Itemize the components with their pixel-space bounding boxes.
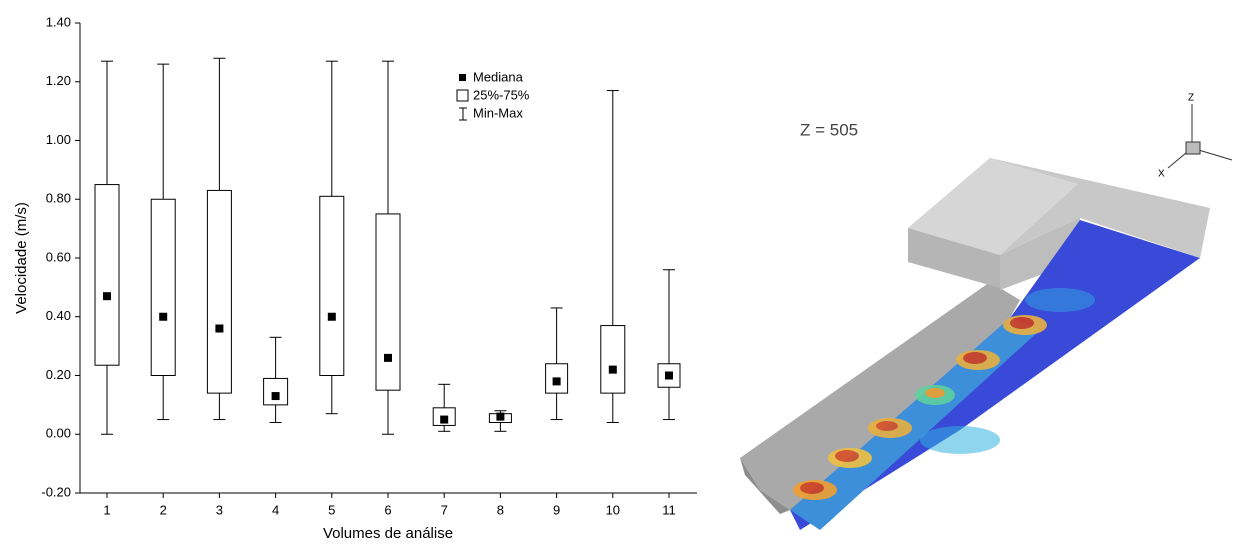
median [440, 416, 448, 424]
median [103, 292, 111, 300]
x-tick-label: 6 [384, 502, 391, 517]
box [151, 199, 175, 375]
x-tick-label: 7 [441, 502, 448, 517]
x-axis-label: Volumes de análise [323, 525, 453, 542]
legend-whisker-icon [459, 108, 467, 120]
median [215, 325, 223, 333]
y-axis-label: Velocidade (m/s) [13, 202, 30, 314]
y-tick-label: 0.00 [46, 426, 71, 441]
y-tick-label: 0.80 [46, 191, 71, 206]
x-tick-label: 1 [103, 502, 110, 517]
box [601, 326, 625, 394]
legend-label: 25%-75% [473, 87, 530, 102]
median [665, 372, 673, 380]
y-tick-label: -0.20 [41, 484, 71, 499]
legend-median-icon [459, 74, 466, 81]
legend-label: Min-Max [473, 105, 523, 120]
median [328, 313, 336, 321]
page: Velocidade (m/s) Volumes de análise Medi… [0, 0, 1237, 545]
y-tick-label: 1.00 [46, 132, 71, 147]
x-tick-label: 10 [606, 502, 620, 517]
median [609, 366, 617, 374]
median [272, 392, 280, 400]
axis-x-label: X [1158, 169, 1165, 180]
render-3d: Z = 505 Z X [740, 93, 1232, 530]
y-tick-label: 1.20 [46, 73, 71, 88]
x-tick-label: 11 [662, 502, 676, 517]
box [207, 190, 231, 393]
box [320, 196, 344, 375]
x-tick-label: 3 [216, 502, 223, 517]
box [95, 185, 119, 366]
median [496, 413, 504, 421]
render-label: Z = 505 [800, 120, 858, 139]
y-tick-label: 0.60 [46, 249, 71, 264]
median [384, 354, 392, 362]
y-tick-label: 1.40 [46, 14, 71, 29]
x-tick-label: 8 [497, 502, 504, 517]
median [159, 313, 167, 321]
x-tick-label: 4 [272, 502, 279, 517]
y-tick-label: 0.20 [46, 367, 71, 382]
legend-box-icon [457, 90, 468, 101]
x-tick-label: 9 [553, 502, 560, 517]
x-tick-label: 2 [160, 502, 167, 517]
y-tick-label: 0.40 [46, 308, 71, 323]
x-tick-label: 5 [328, 502, 335, 517]
axis-z-label: Z [1188, 93, 1194, 104]
legend-label: Mediana [473, 69, 524, 84]
box [376, 214, 400, 390]
box [264, 378, 288, 404]
median [553, 377, 561, 385]
